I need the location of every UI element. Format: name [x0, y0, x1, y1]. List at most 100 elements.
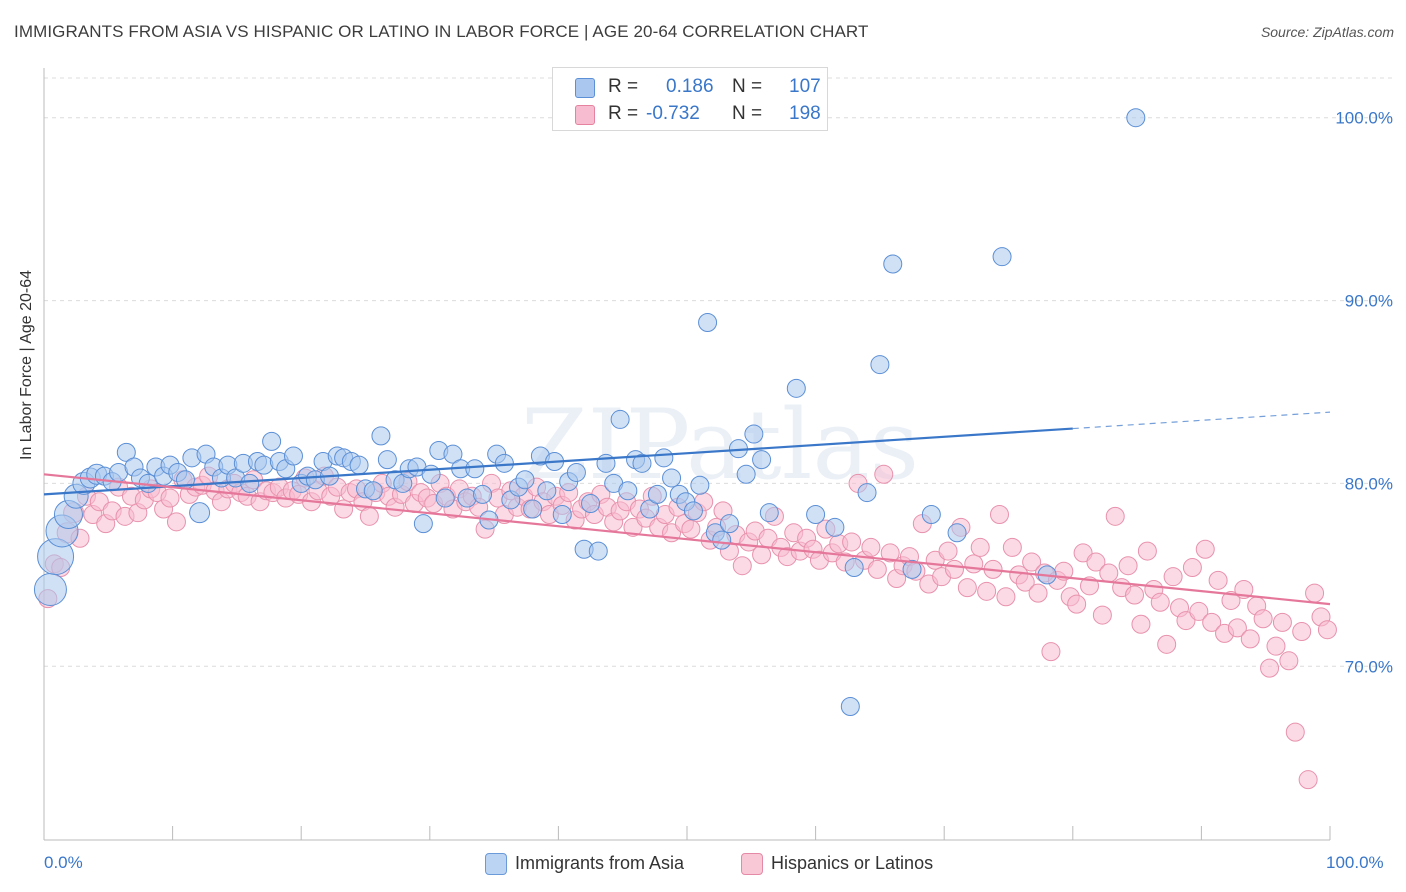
hispanic-point — [1157, 634, 1177, 654]
asia-point — [566, 462, 586, 482]
asia-point — [552, 505, 572, 525]
x-tick-label-max: 100.0% — [1326, 853, 1384, 872]
series-asia-points — [33, 108, 1146, 717]
y-tick-label-90: 90.0% — [1345, 292, 1393, 311]
hispanic-point — [1285, 722, 1305, 742]
hispanic-point — [977, 581, 997, 601]
y-tick-label-80: 80.0% — [1345, 474, 1393, 493]
hispanic-point — [1137, 541, 1157, 561]
asia-point — [363, 481, 383, 501]
hispanic-point — [359, 506, 379, 526]
asia-point — [921, 505, 941, 525]
legend-swatch-asia — [575, 78, 595, 98]
hispanic-point — [334, 499, 354, 519]
asia-point — [759, 503, 779, 523]
asia-point — [494, 453, 514, 473]
asia-point — [640, 499, 660, 519]
asia-point — [806, 505, 826, 525]
hispanic-point — [944, 559, 964, 579]
y-axis-label: In Labor Force | Age 20-64 — [18, 269, 35, 460]
hispanic-point — [1272, 612, 1292, 632]
hispanic-point — [681, 519, 701, 539]
hispanic-point — [1279, 651, 1299, 671]
asia-point — [523, 499, 543, 519]
hispanic-point — [1317, 620, 1337, 640]
asia-point — [654, 448, 674, 468]
asia-point — [413, 514, 433, 534]
asia-point — [435, 488, 455, 508]
hispanic-point — [1227, 618, 1247, 638]
asia-point — [240, 473, 260, 493]
hispanic-point — [1253, 609, 1273, 629]
hispanic-point — [880, 543, 900, 563]
asia-point — [581, 494, 601, 514]
asia-point — [647, 484, 667, 504]
legend-swatch-hispanic — [575, 105, 595, 125]
hispanic-point — [1105, 506, 1125, 526]
hispanic-point — [964, 554, 984, 574]
legend-n-value-hispanic: 198 — [789, 103, 821, 124]
asia-point — [465, 459, 485, 479]
asia-point — [662, 468, 682, 488]
asia-point — [683, 501, 703, 521]
legend-n-label: N = — [732, 103, 763, 124]
asia-point — [283, 446, 303, 466]
legend-r-value-asia: 0.186 — [666, 76, 714, 97]
y-tick-label-70: 70.0% — [1345, 657, 1393, 676]
asia-point — [744, 424, 764, 444]
hispanic-point — [1150, 592, 1170, 612]
asia-point — [349, 455, 369, 475]
hispanic-point — [1240, 629, 1260, 649]
asia-point — [698, 313, 718, 333]
hispanic-point — [1260, 658, 1280, 678]
hispanic-point — [1163, 567, 1183, 587]
hispanic-point — [1022, 552, 1042, 572]
hispanic-point — [732, 556, 752, 576]
legend-n-value-asia: 107 — [789, 76, 821, 97]
asia-point — [371, 426, 391, 446]
asia-point — [473, 484, 493, 504]
hispanic-point — [166, 512, 186, 532]
hispanic-point — [1202, 612, 1222, 632]
bottom-legend-label-hispanic: Hispanics or Latinos — [771, 853, 934, 873]
axes — [43, 68, 1331, 841]
hispanic-point — [1067, 594, 1087, 614]
asia-point — [189, 502, 211, 524]
hispanic-point — [1292, 622, 1312, 642]
asia-point — [857, 483, 877, 503]
hispanic-point — [1099, 563, 1119, 583]
trend-line-asia — [43, 427, 1073, 496]
trend-line-asia-extension — [1072, 411, 1331, 430]
hispanic-point — [970, 537, 990, 557]
stats-legend: R = 0.186 N = 107 R = -0.732 N = 198 — [552, 67, 828, 131]
bottom-legend-label-asia: Immigrants from Asia — [515, 853, 685, 873]
asia-point — [719, 514, 739, 534]
grid-lines — [44, 77, 1392, 667]
asia-point — [254, 455, 274, 475]
hispanic-point — [867, 559, 887, 579]
trend-line-hispanic — [43, 473, 1331, 606]
legend-n-label: N = — [732, 76, 763, 97]
asia-point — [457, 488, 477, 508]
asia-point — [844, 558, 864, 578]
hispanic-point — [1182, 558, 1202, 578]
hispanic-point — [89, 492, 109, 512]
asia-point — [632, 453, 652, 473]
hispanic-point — [989, 505, 1009, 525]
asia-point — [33, 572, 67, 606]
hispanic-point — [1041, 642, 1061, 662]
asia-point — [752, 450, 772, 470]
asia-point — [690, 475, 710, 495]
hispanic-point — [957, 578, 977, 598]
y-tick-labels: 70.0% 80.0% 90.0% 100.0% — [1335, 109, 1393, 677]
hispanic-point — [623, 517, 643, 537]
asia-point — [443, 444, 463, 464]
asia-point — [610, 409, 630, 429]
asia-point — [825, 517, 845, 537]
asia-point — [883, 254, 903, 274]
trend-lines — [43, 411, 1331, 606]
asia-point — [588, 541, 608, 561]
asia-point — [870, 355, 890, 375]
asia-point — [712, 530, 732, 550]
asia-point — [116, 442, 136, 462]
